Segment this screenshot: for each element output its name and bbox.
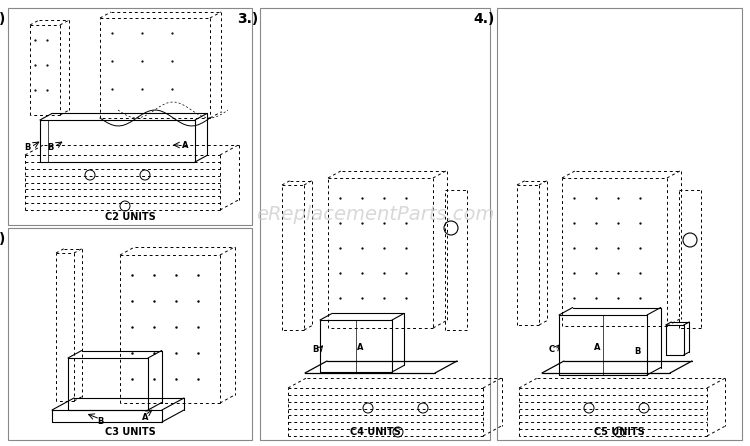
Text: B: B (46, 143, 53, 152)
Text: A: A (182, 140, 188, 149)
Text: 1.): 1.) (0, 12, 6, 26)
Text: C4 UNITS: C4 UNITS (350, 427, 400, 437)
Text: 4.): 4.) (474, 12, 495, 26)
Bar (8, 228, 252, 440)
Text: 2.): 2.) (0, 232, 6, 246)
Text: A: A (594, 343, 600, 351)
Bar (260, 8, 490, 440)
Text: eReplacementParts.com: eReplacementParts.com (256, 206, 494, 224)
Text: 3.): 3.) (237, 12, 258, 26)
Bar (8, 8, 252, 225)
Text: A: A (142, 413, 148, 422)
Text: C3 UNITS: C3 UNITS (104, 427, 155, 437)
Text: B: B (312, 346, 318, 355)
Text: C5 UNITS: C5 UNITS (594, 427, 645, 437)
Text: B: B (634, 347, 640, 356)
Text: C2 UNITS: C2 UNITS (104, 212, 155, 222)
Text: C: C (549, 346, 555, 355)
Bar (497, 8, 742, 440)
Text: A: A (357, 343, 363, 352)
Text: B: B (24, 143, 30, 152)
Text: B: B (97, 417, 104, 426)
